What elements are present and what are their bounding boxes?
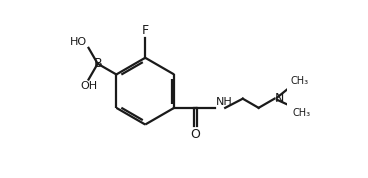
Text: O: O bbox=[191, 128, 201, 141]
Text: NH: NH bbox=[216, 97, 232, 107]
Text: CH₃: CH₃ bbox=[293, 108, 311, 118]
Text: OH: OH bbox=[80, 81, 97, 91]
Text: N: N bbox=[275, 92, 284, 105]
Text: CH₃: CH₃ bbox=[290, 76, 308, 86]
Text: B: B bbox=[93, 57, 102, 70]
Text: F: F bbox=[142, 24, 149, 37]
Text: HO: HO bbox=[70, 37, 88, 47]
